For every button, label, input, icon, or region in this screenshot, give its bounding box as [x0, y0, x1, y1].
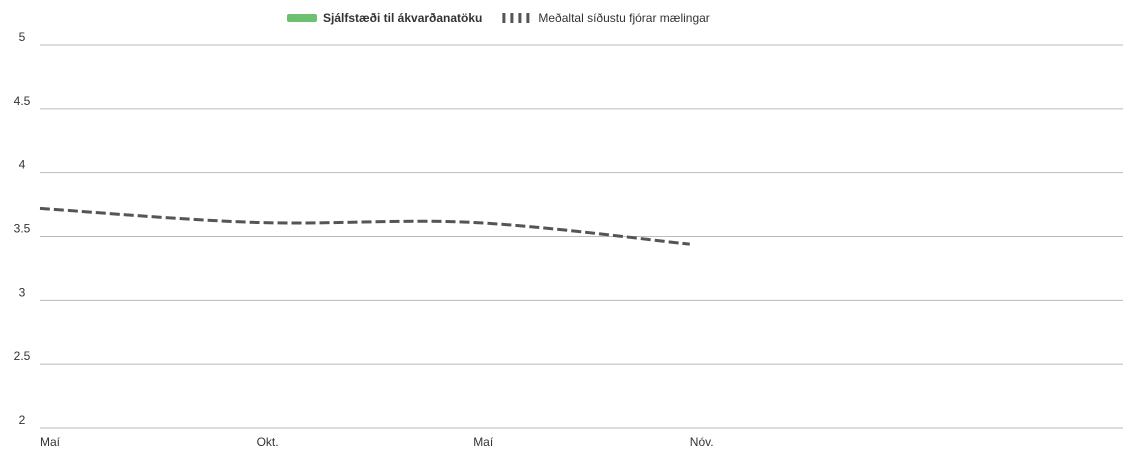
legend-swatch	[510, 13, 514, 23]
x-tick-label: Maí	[40, 435, 61, 449]
legend-swatch	[518, 13, 522, 23]
y-tick-label: 5	[19, 30, 26, 44]
y-tick-label: 4	[19, 158, 26, 172]
x-tick-label: Okt.	[257, 435, 279, 449]
legend-label: Meðaltal síðustu fjórar mælingar	[538, 11, 709, 25]
y-tick-label: 2	[19, 413, 26, 427]
x-tick-label: Maí	[473, 435, 494, 449]
y-tick-label: 3	[19, 285, 26, 299]
legend-swatch	[287, 14, 317, 22]
legend-swatch	[502, 13, 506, 23]
y-tick-label: 2.5	[14, 349, 31, 363]
y-tick-label: 3.5	[14, 222, 31, 236]
legend-label: Sjálfstæði til ákvarðanatöku	[323, 11, 482, 25]
legend-swatch	[526, 13, 530, 23]
x-tick-label: Nóv.	[690, 435, 714, 449]
line	[39, 206, 690, 246]
y-tick-label: 4.5	[14, 94, 31, 108]
